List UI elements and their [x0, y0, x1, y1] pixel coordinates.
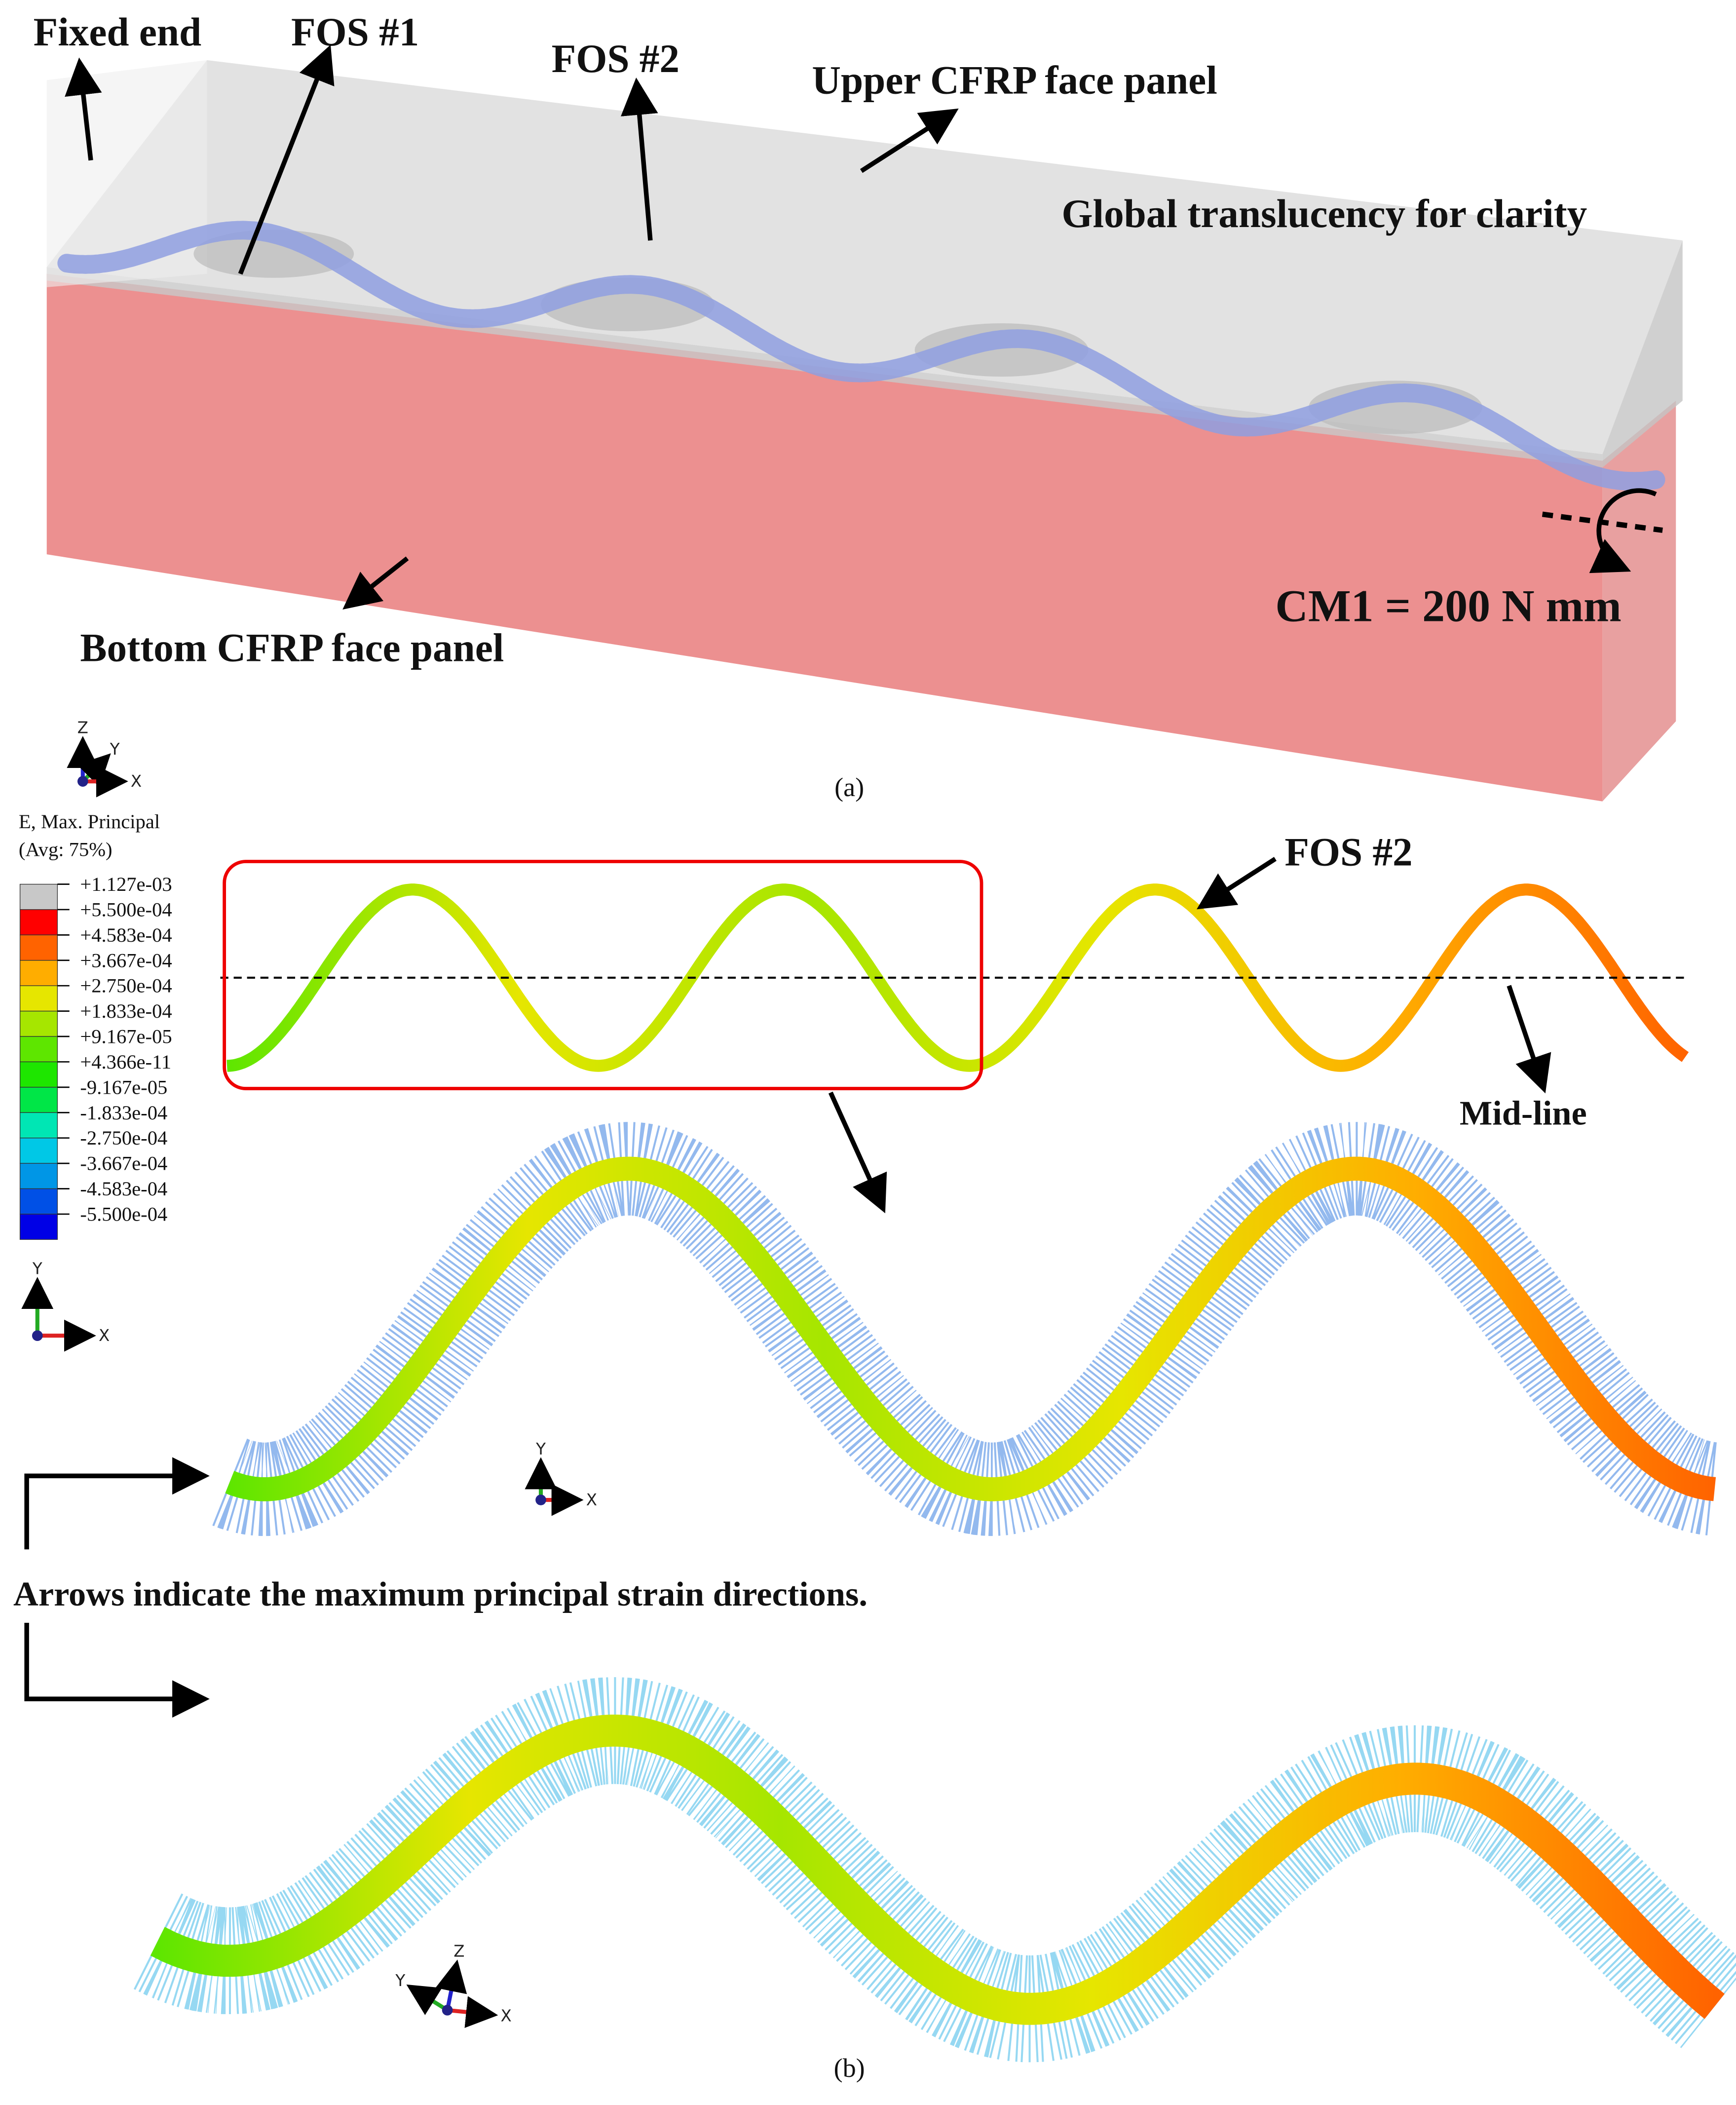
triad-axis	[447, 1996, 498, 2028]
arrow	[828, 1091, 887, 1214]
triad-label: X	[501, 2007, 512, 2026]
triad-label: Y	[395, 1971, 405, 1990]
triad-label: Y	[32, 1260, 42, 1278]
triad-label: Y	[110, 740, 120, 759]
legend-swatch	[19, 985, 58, 1012]
triad-label: Z	[453, 1942, 464, 1961]
triad-label: X	[131, 772, 142, 791]
legend-swatch	[19, 934, 58, 961]
legend-swatch	[19, 1188, 58, 1215]
legend-label: +1.127e-03	[80, 873, 172, 895]
legend-label: -9.167e-05	[80, 1076, 167, 1098]
legend-swatch	[19, 883, 58, 910]
legend-label: +3.667e-04	[80, 949, 172, 971]
fos-zoom	[225, 1156, 1716, 1501]
legend-label: -2.750e-04	[80, 1127, 167, 1149]
triad-origin	[77, 776, 88, 787]
legend-label: -3.667e-04	[80, 1152, 167, 1175]
legend-swatch	[19, 1138, 58, 1164]
label: Mid-line	[1460, 1094, 1587, 1133]
legend-label: +4.366e-11	[80, 1051, 171, 1073]
legend-label: +4.583e-04	[80, 924, 172, 946]
legend-swatch	[19, 1061, 58, 1088]
note: Arrows indicate the maximum principal st…	[13, 1575, 868, 1613]
triad-axis	[406, 1984, 449, 2015]
legend-label: +1.833e-04	[80, 1000, 172, 1022]
beam-model	[46, 60, 1683, 802]
legend-label: +9.167e-05	[80, 1026, 172, 1048]
triad-origin	[535, 1494, 546, 1505]
zoom-box	[223, 860, 983, 1090]
legend-label: -4.583e-04	[80, 1178, 167, 1200]
triad-origin	[32, 1330, 43, 1341]
arrow	[1507, 985, 1551, 1094]
arrow	[24, 1457, 210, 1550]
moment-axis	[1542, 511, 1663, 533]
axis-triad: Y Z X	[395, 1942, 512, 2028]
arrow	[1197, 857, 1277, 910]
triad-label: Z	[77, 719, 88, 737]
caption: (b)	[834, 2053, 865, 2083]
axis-triad: YX	[21, 1260, 110, 1352]
axis-triad: Z YX	[67, 719, 142, 798]
legend-swatch	[19, 1112, 58, 1139]
label: FOS #2	[552, 37, 679, 81]
label: CM1 = 200 N mm	[1275, 580, 1621, 631]
triad-origin	[442, 2004, 453, 2016]
legend-swatch	[19, 1214, 58, 1240]
legend-swatch	[19, 1010, 58, 1037]
arrow	[342, 556, 409, 610]
caption: (a)	[834, 772, 864, 802]
legend-label: -1.833e-04	[80, 1102, 167, 1124]
label: Global translucency for clarity	[1061, 191, 1587, 236]
triad-label: Y	[535, 1440, 546, 1458]
label: Fixed end	[34, 10, 202, 54]
arrow	[65, 57, 102, 161]
legend-swatch	[19, 909, 58, 936]
legend-label: -5.500e-04	[80, 1203, 167, 1225]
label: Bottom CFRP face panel	[80, 626, 504, 670]
triad-label: X	[99, 1326, 110, 1345]
arrow	[621, 77, 658, 241]
arrow	[238, 44, 335, 275]
triad-label: X	[586, 1491, 597, 1509]
arrow	[24, 1623, 210, 1718]
fos-strain-plot	[226, 883, 1689, 1072]
arrow	[860, 108, 959, 173]
legend-title: E, Max. Principal	[19, 810, 160, 833]
label: Upper CFRP face panel	[812, 58, 1217, 102]
label: FOS #1	[291, 10, 419, 54]
legend: +1.127e-03 +5.500e-04 +4.583e-04 +3.667e-04…	[19, 873, 172, 1240]
moment-arrow	[1589, 488, 1657, 574]
legend-swatch	[19, 1087, 58, 1113]
legend-swatch	[19, 960, 58, 986]
axis-triad: YX	[525, 1440, 597, 1516]
legend-label: +5.500e-04	[80, 898, 172, 920]
label: FOS #2	[1284, 830, 1412, 875]
fos-zoom	[150, 1714, 1725, 2025]
legend-subtitle: (Avg: 75%)	[19, 839, 113, 861]
legend-swatch	[19, 1163, 58, 1189]
triad-axis	[435, 1959, 467, 2011]
legend-swatch	[19, 1036, 58, 1063]
legend-label: +2.750e-04	[80, 975, 172, 997]
